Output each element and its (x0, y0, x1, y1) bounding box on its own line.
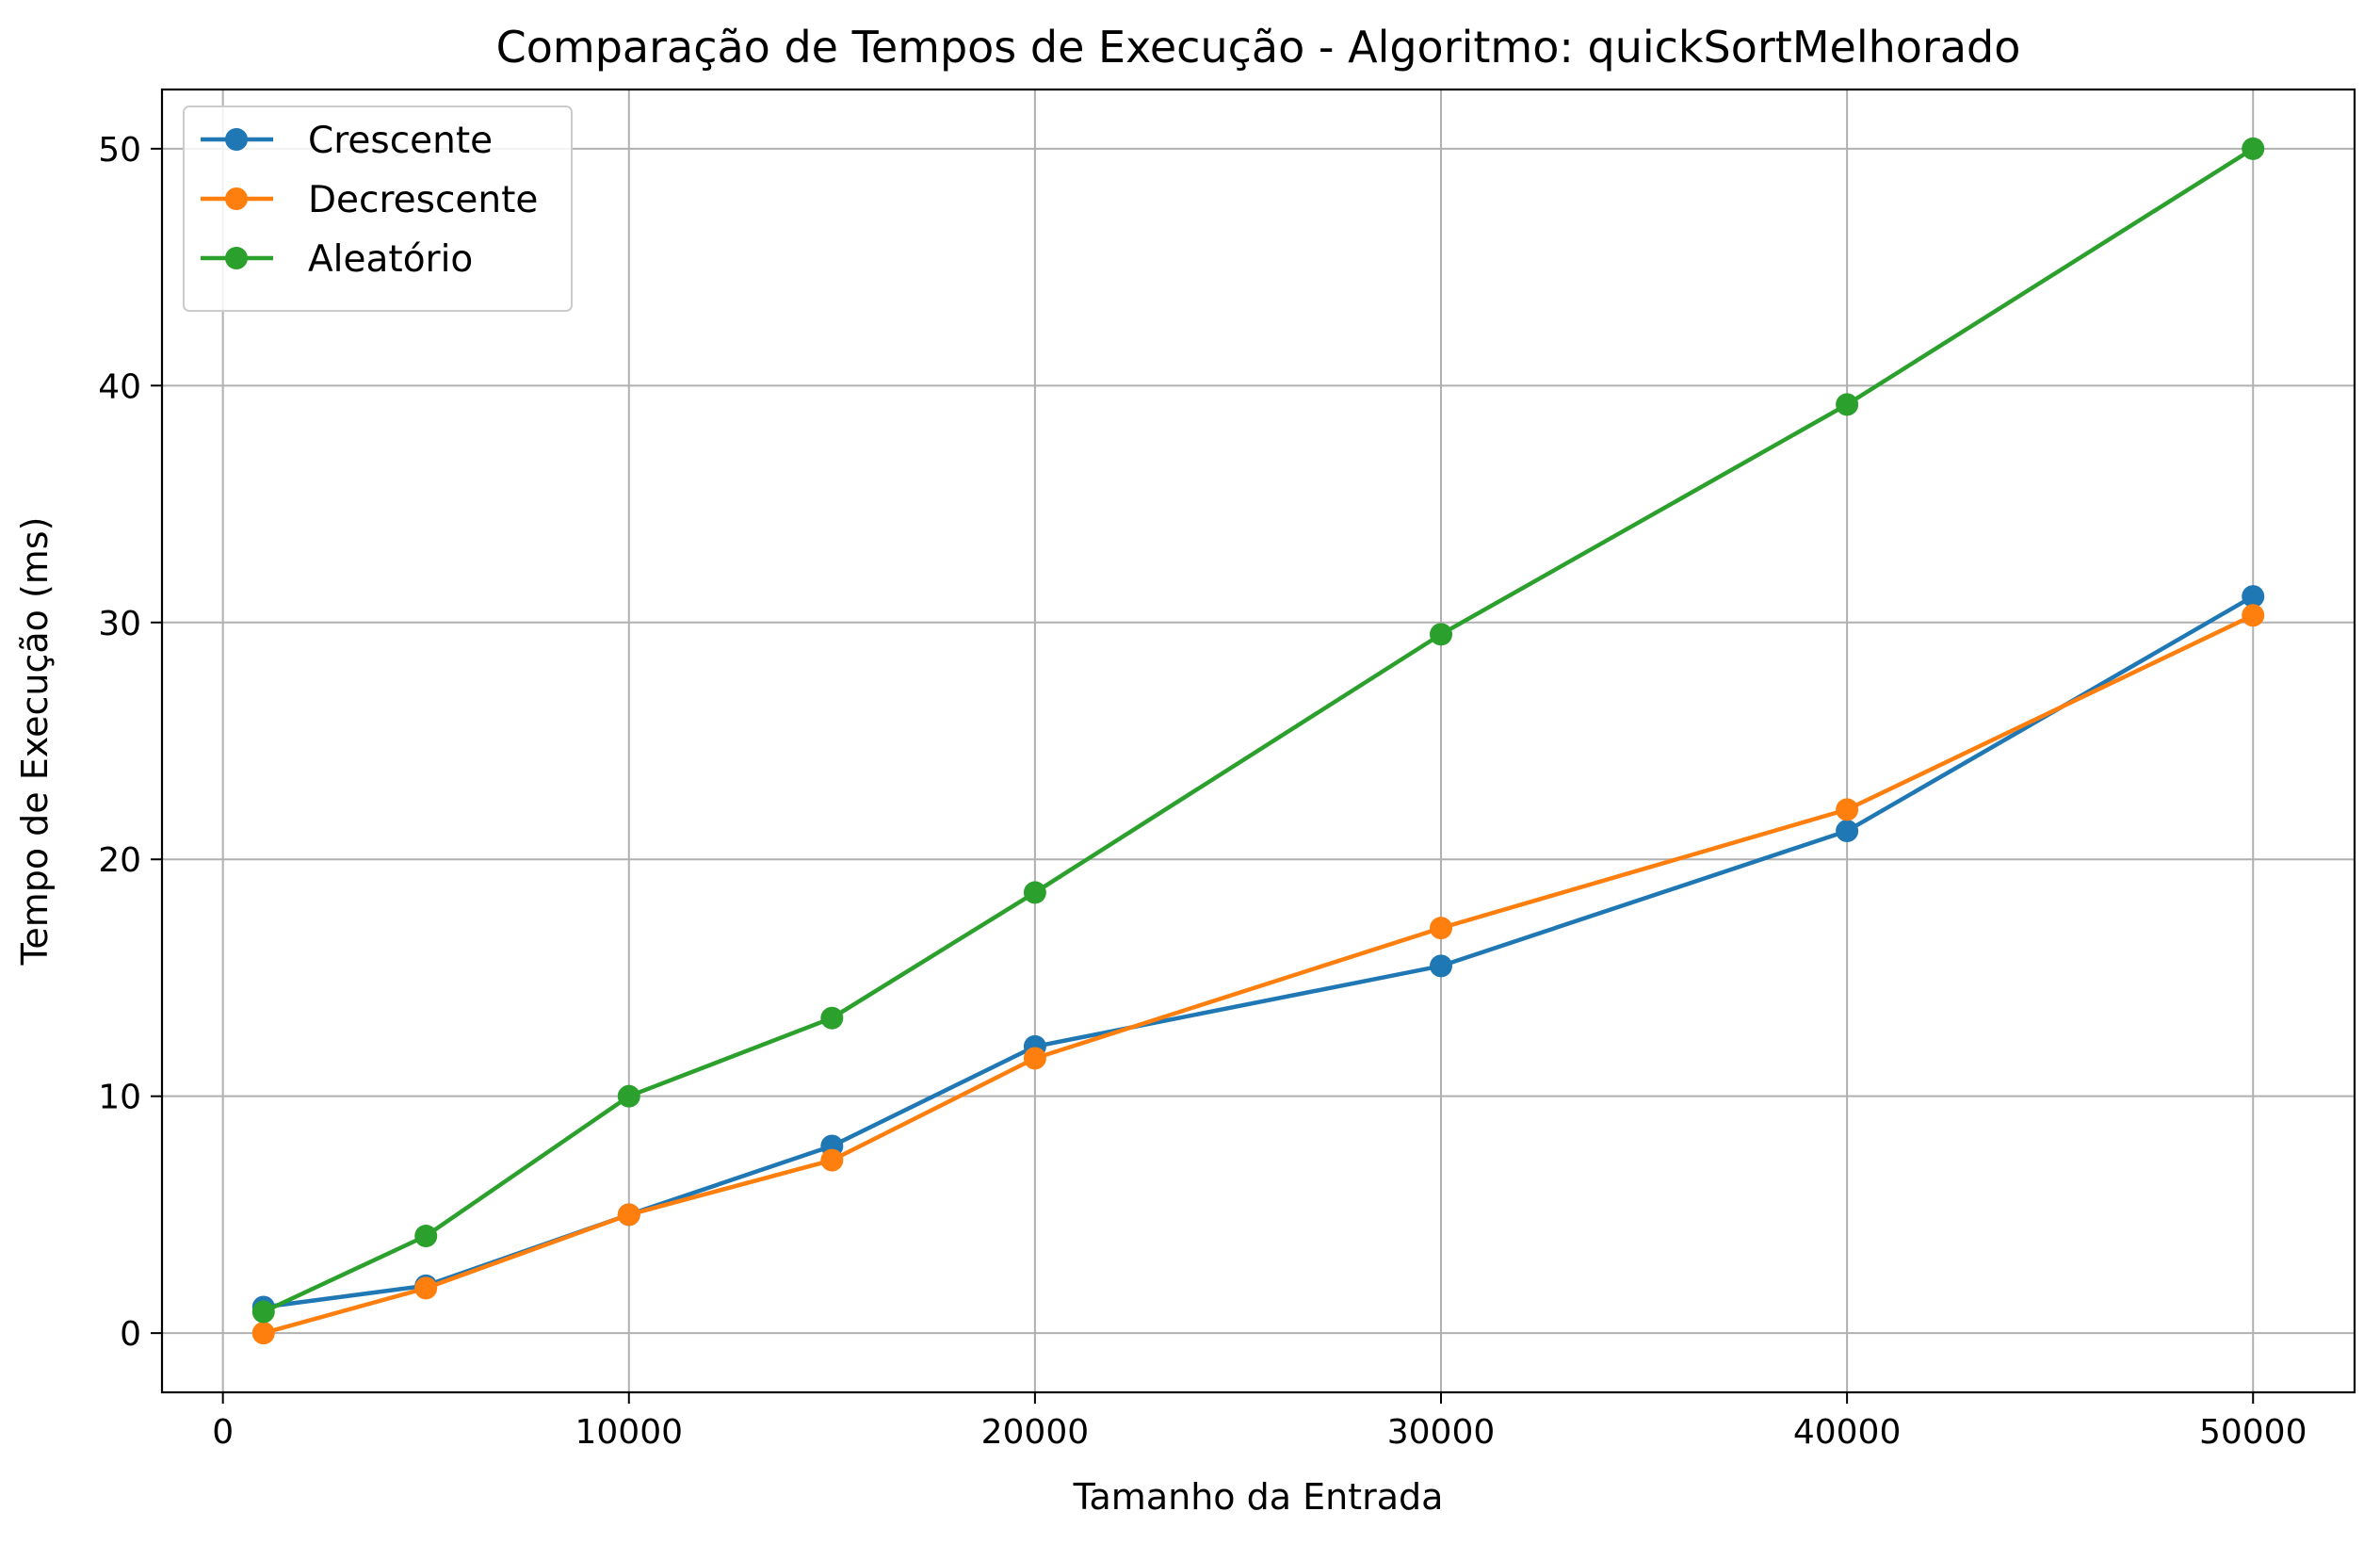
chart-title: Comparação de Tempos de Execução - Algor… (496, 22, 2021, 73)
ticks: 0 10000 20000 30000 40000 50000 0 10 20 30 40 50 (98, 131, 2307, 1452)
data-point (251, 1300, 275, 1324)
legend-marker (225, 247, 248, 269)
legend-item: Aleatório (201, 238, 473, 281)
x-tick-label: 50000 (2199, 1413, 2307, 1452)
x-tick-label: 40000 (1793, 1413, 1902, 1452)
series-3 (251, 137, 2265, 1324)
data-point (1430, 954, 1452, 978)
data-point (617, 1203, 640, 1227)
series-line (261, 146, 2256, 1314)
legend-item: Decrescente (201, 179, 538, 221)
plot-frame (160, 88, 2356, 1394)
data-point (2242, 585, 2265, 609)
data-point (1430, 623, 1452, 646)
data-point (251, 1322, 275, 1345)
data-point (820, 1006, 844, 1030)
x-tick-label: 10000 (575, 1413, 684, 1452)
data-point (1430, 917, 1452, 940)
y-tick-label: 50 (98, 131, 141, 170)
y-axis-label: Tempo de Execução (ms) (14, 517, 56, 967)
x-tick-label: 20000 (981, 1413, 1090, 1452)
data-point (2242, 604, 2265, 627)
legend-label: Aleatório (308, 238, 473, 281)
data-point (1836, 820, 1859, 843)
y-tick-label: 30 (98, 605, 141, 643)
legend-label: Crescente (308, 120, 493, 162)
x-axis-label: Tamanho da Entrada (1073, 1476, 1444, 1518)
y-tick-label: 10 (98, 1079, 141, 1117)
data-point (414, 1225, 438, 1248)
legend-item: Crescente (201, 120, 493, 162)
y-tick-label: 20 (98, 841, 141, 880)
data-point (1023, 881, 1046, 904)
data-point (414, 1276, 438, 1300)
series-line (261, 612, 2256, 1336)
data-point (2242, 137, 2265, 160)
y-tick-label: 0 (120, 1315, 141, 1354)
x-tick-label: 0 (212, 1413, 234, 1452)
grid (162, 89, 2355, 1392)
legend-label: Decrescente (308, 179, 538, 221)
legend-marker (225, 128, 248, 151)
legend-marker (225, 187, 248, 210)
data-point (1836, 798, 1859, 821)
data-point (1023, 1047, 1046, 1070)
data-point (820, 1148, 844, 1172)
legend-box (183, 106, 573, 312)
series-group (251, 137, 2265, 1345)
series-2 (251, 604, 2265, 1345)
data-point (1836, 393, 1859, 416)
legend: Crescente Decrescente Aleatório (183, 106, 573, 312)
x-tick-label: 30000 (1387, 1413, 1496, 1452)
y-tick-label: 40 (98, 367, 141, 406)
data-point (617, 1084, 640, 1108)
